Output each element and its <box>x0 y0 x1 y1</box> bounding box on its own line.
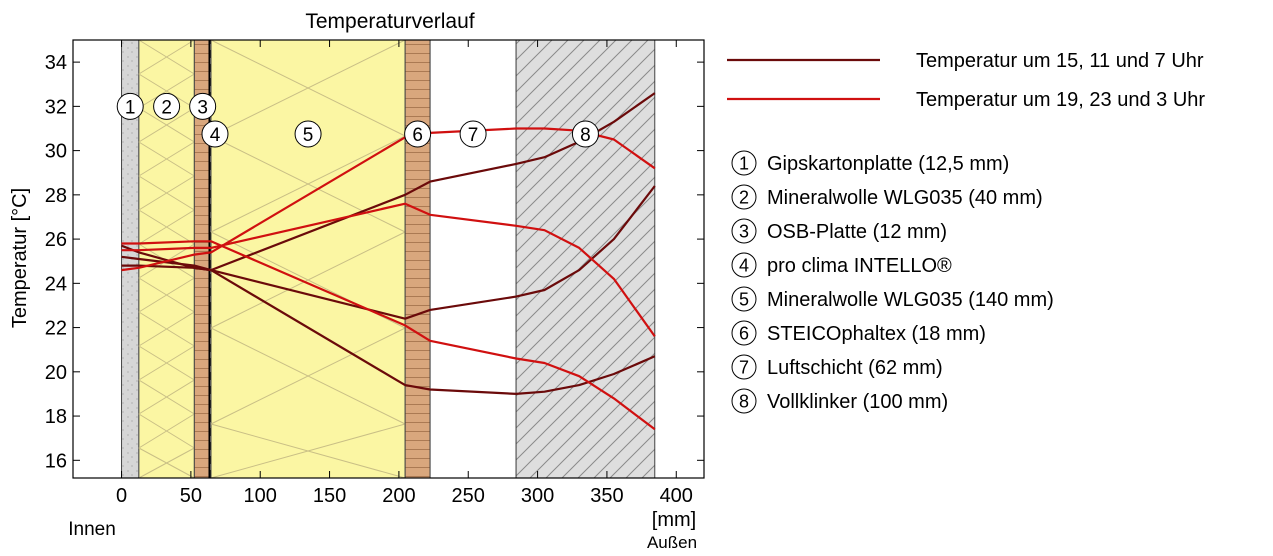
y-tick-label: 22 <box>45 318 67 340</box>
insulation-pattern <box>138 379 195 415</box>
y-tick-label: 34 <box>45 52 67 74</box>
layer-marker-6-label: 6 <box>412 125 423 146</box>
layer-marker-2-circle <box>153 92 181 120</box>
x-tick-label: 50 <box>180 485 202 507</box>
y-axis-label: Temperatur [°C] <box>9 188 31 328</box>
insulation-pattern <box>138 345 195 381</box>
legend-layer-label: Mineralwolle WLG035 (140 mm) <box>767 289 1054 311</box>
layer-marker-5-label: 5 <box>303 125 314 146</box>
x-tick-label: 0 <box>116 485 127 507</box>
insulation-pattern <box>210 423 406 479</box>
legend-layer-marker <box>731 354 757 380</box>
legend-layer-number: 4 <box>739 256 749 276</box>
legend-layer-marker <box>731 184 757 210</box>
legend-layer-marker <box>731 218 757 244</box>
legend-layer-label: Vollklinker (100 mm) <box>767 391 948 413</box>
legend-layer-number: 5 <box>739 290 749 310</box>
y-tick-label: 32 <box>45 96 67 118</box>
x-tick-label: 250 <box>452 485 485 507</box>
series-lines <box>121 92 656 431</box>
insulation-pattern <box>138 311 195 347</box>
layer-marker-3-label: 3 <box>197 97 208 118</box>
insulation-pattern <box>138 39 195 75</box>
layer-marker-7-label: 7 <box>468 125 479 146</box>
legend-layer-number: 8 <box>739 392 749 412</box>
x-tick-label: 350 <box>590 485 623 507</box>
layer-marker-4-label: 4 <box>210 125 221 146</box>
insulation-pattern <box>138 277 195 313</box>
series-line-5 <box>121 202 656 338</box>
series-line-3 <box>121 255 656 395</box>
x-tick-label: 200 <box>382 485 415 507</box>
insulation-pattern <box>210 39 406 137</box>
x-tick-label: 100 <box>244 485 277 507</box>
legend: Temperatur um 15, 11 und 7 Uhr Temperatur… <box>727 50 1205 414</box>
insulation-pattern <box>138 413 195 449</box>
legend-line-label: Temperatur um 19, 23 und 3 Uhr <box>916 89 1205 111</box>
insulation-pattern <box>138 447 195 479</box>
layer-band-5 <box>210 39 406 479</box>
insulation-pattern <box>138 175 195 211</box>
insulation-pattern <box>138 107 195 143</box>
legend-layer-number: 6 <box>739 324 749 344</box>
legend-layer-label: Gipskartonplatte (12,5 mm) <box>767 153 1009 175</box>
x-tick-label: 300 <box>521 485 554 507</box>
series-line-6 <box>121 240 656 431</box>
legend-line-label: Temperatur um 15, 11 und 7 Uhr <box>916 50 1204 72</box>
series-line-2 <box>121 185 656 320</box>
layer-marker-1-label: 1 <box>125 97 136 118</box>
x-tick-label: 150 <box>313 485 346 507</box>
layer-marker-3-circle <box>189 92 217 120</box>
legend-layer-label: STEICOphaltex (18 mm) <box>767 323 986 345</box>
legend-layer-number: 3 <box>739 222 749 242</box>
plot-frame <box>72 39 705 479</box>
y-tick-label: 30 <box>45 141 67 163</box>
legend-layer-number: 2 <box>739 188 749 208</box>
legend-layer-marker <box>731 388 757 414</box>
y-tick-label: 18 <box>45 406 67 428</box>
y-tick-label: 16 <box>45 450 67 472</box>
insulation-pattern <box>210 135 406 233</box>
legend-layer-label: pro clima INTELLO® <box>767 255 952 277</box>
y-tick-label: 28 <box>45 185 67 207</box>
layer-marker-6-circle <box>404 120 432 148</box>
legend-layer-number: 1 <box>739 154 749 174</box>
legend-layer-label: OSB-Platte (12 mm) <box>767 221 947 243</box>
insulation-pattern <box>138 141 195 177</box>
x-axis-outside-caption: Außen <box>647 533 697 551</box>
layer-band-7 <box>429 39 517 479</box>
insulation-pattern <box>138 73 195 109</box>
layer-marker-4-circle <box>201 120 229 148</box>
legend-layer-label: Mineralwolle WLG035 (40 mm) <box>767 187 1043 209</box>
layer-markers: 1 2 34 5 6 7 8 <box>116 92 599 148</box>
x-axis-unit-label: [mm] <box>652 509 696 531</box>
layer-marker-7-circle <box>459 120 487 148</box>
x-tick-label: 400 <box>660 485 693 507</box>
x-axis-inside-caption: Innen <box>68 519 116 540</box>
legend-layer-marker <box>731 252 757 278</box>
layer-band-6 <box>404 39 431 479</box>
legend-layer-number: 7 <box>739 358 749 378</box>
y-tick-label: 26 <box>45 229 67 251</box>
y-tick-label: 20 <box>45 362 67 384</box>
legend-layer-label: Luftschicht (62 mm) <box>767 357 943 379</box>
layer-marker-5-circle <box>294 120 322 148</box>
legend-layer-marker <box>731 150 757 176</box>
legend-layer-marker <box>731 320 757 346</box>
layer-marker-1-circle <box>116 92 144 120</box>
wall-layers <box>121 39 656 479</box>
layer-marker-8-label: 8 <box>580 125 591 146</box>
y-tick-label: 24 <box>45 273 67 295</box>
layer-marker-8-circle <box>571 120 599 148</box>
chart-title: Temperaturverlauf <box>305 10 474 33</box>
legend-layer-marker <box>731 286 757 312</box>
layer-marker-2-label: 2 <box>161 97 172 118</box>
insulation-pattern <box>210 327 406 425</box>
insulation-pattern <box>138 209 195 245</box>
